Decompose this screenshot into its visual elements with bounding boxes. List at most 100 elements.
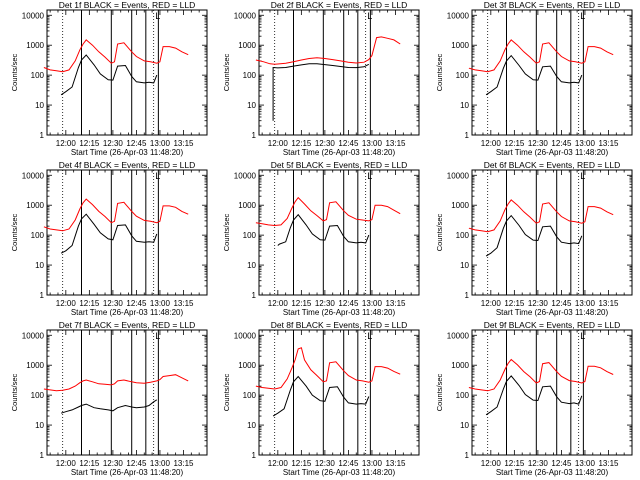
x-tick-label: 12:00 [481, 299, 502, 308]
y-tick-label: 1000 [451, 201, 469, 210]
plot-frame [471, 9, 633, 136]
x-tick-label: 13:15 [598, 299, 619, 308]
y-tick-label: 10000 [447, 171, 470, 180]
detector-panel: 1 10 100 1000 10000 12:00 12:15 12:30 12:45 13:00… [10, 160, 208, 317]
y-tick-label: 1 [252, 451, 257, 460]
detector-panel: 1 10 100 1000 10000 12:00 12:15 12:30 12:45 13:00… [435, 320, 633, 477]
y-tick-label: 10 [460, 101, 469, 110]
panel-title: Det 7f BLACK = Events, RED = LLD [59, 320, 196, 330]
bracket-marker: L [155, 331, 160, 341]
y-tick-label: 1000 [26, 361, 44, 370]
x-tick-label: 13:00 [150, 459, 171, 468]
x-tick-label: 13:15 [385, 299, 406, 308]
x-tick-label: 13:00 [575, 139, 596, 148]
x-axis-label: Start Time (26-Apr-03 11:48:20) [71, 148, 184, 157]
x-tick-label: 12:45 [338, 459, 359, 468]
y-tick-label: 10000 [234, 11, 257, 20]
y-tick-label: 1 [465, 131, 470, 140]
x-tick-label: 13:00 [362, 139, 383, 148]
panel-title: Det 8f BLACK = Events, RED = LLD [271, 320, 408, 330]
y-axis-label: Counts/sec [222, 373, 231, 411]
y-tick-label: 10000 [22, 331, 45, 340]
y-axis-label: Counts/sec [10, 213, 19, 251]
x-tick-label: 12:45 [126, 459, 147, 468]
y-tick-label: 10 [247, 421, 256, 430]
y-tick-label: 10 [35, 101, 44, 110]
x-tick-label: 12:45 [551, 139, 572, 148]
bracket-marker: L [580, 11, 585, 21]
x-axis-label: Start Time (26-Apr-03 11:48:20) [496, 148, 609, 157]
detector-panel: 1 10 100 1000 10000 12:00 12:15 12:30 12:45 13:00… [222, 0, 420, 157]
y-tick-label: 100 [456, 231, 470, 240]
y-tick-label: 1 [465, 451, 470, 460]
x-tick-label: 12:00 [481, 459, 502, 468]
events-series-line [272, 63, 370, 121]
y-tick-label: 1000 [238, 201, 256, 210]
plot-frame [258, 329, 420, 456]
y-tick-label: 10000 [234, 331, 257, 340]
y-tick-label: 1 [252, 131, 257, 140]
bracket-marker: L [367, 171, 372, 181]
y-tick-label: 10000 [22, 11, 45, 20]
x-tick-label: 12:30 [103, 459, 124, 468]
x-tick-label: 12:15 [79, 459, 100, 468]
x-tick-label: 12:15 [504, 139, 525, 148]
x-tick-label: 12:00 [268, 459, 289, 468]
x-axis-label: Start Time (26-Apr-03 11:48:20) [283, 308, 396, 317]
y-tick-label: 1000 [451, 41, 469, 50]
plot-frame [46, 329, 208, 456]
y-tick-label: 100 [31, 231, 45, 240]
y-tick-label: 100 [243, 71, 257, 80]
y-tick-label: 1 [40, 451, 45, 460]
panel-title: Det 6f BLACK = Events, RED = LLD [484, 160, 621, 170]
y-tick-label: 100 [243, 231, 257, 240]
x-tick-label: 12:15 [504, 459, 525, 468]
y-axis-label: Counts/sec [435, 53, 444, 91]
y-tick-label: 10 [247, 101, 256, 110]
y-tick-label: 1 [465, 291, 470, 300]
y-tick-label: 1000 [451, 361, 469, 370]
x-tick-label: 12:00 [56, 459, 77, 468]
x-tick-label: 12:30 [103, 139, 124, 148]
y-tick-label: 10000 [447, 11, 470, 20]
plot-frame [471, 329, 633, 456]
panel-title: Det 1f BLACK = Events, RED = LLD [59, 0, 196, 10]
panel-title: Det 9f BLACK = Events, RED = LLD [484, 320, 621, 330]
plot-frame [258, 9, 420, 136]
x-tick-label: 12:30 [315, 139, 336, 148]
detector-panel: 1 10 100 1000 10000 12:00 12:15 12:30 12:45 13:00… [222, 320, 420, 477]
lld-series-line [468, 39, 614, 73]
y-axis-label: Counts/sec [222, 213, 231, 251]
bracket-marker: L [580, 171, 585, 181]
panel-title: Det 2f BLACK = Events, RED = LLD [271, 0, 408, 10]
x-tick-label: 13:00 [575, 299, 596, 308]
y-tick-label: 1 [40, 131, 45, 140]
lld-series-line [255, 347, 401, 390]
x-tick-label: 13:15 [173, 139, 194, 148]
y-tick-label: 1000 [238, 361, 256, 370]
x-axis-label: Start Time (26-Apr-03 11:48:20) [71, 308, 184, 317]
plot-frame [46, 9, 208, 136]
y-tick-label: 100 [31, 71, 45, 80]
events-series-line [272, 375, 370, 417]
x-tick-label: 13:15 [598, 459, 619, 468]
bracket-marker: L [367, 331, 372, 341]
x-tick-label: 12:15 [291, 299, 312, 308]
events-series-line [277, 213, 370, 246]
panel-title: Det 3f BLACK = Events, RED = LLD [484, 0, 621, 10]
x-tick-label: 12:30 [528, 139, 549, 148]
x-tick-label: 13:15 [173, 459, 194, 468]
y-tick-label: 10 [247, 261, 256, 270]
lld-series-line [43, 39, 189, 73]
x-tick-label: 12:45 [551, 299, 572, 308]
x-tick-label: 12:00 [56, 299, 77, 308]
x-tick-label: 12:45 [551, 459, 572, 468]
x-tick-label: 12:00 [481, 139, 502, 148]
x-axis-label: Start Time (26-Apr-03 11:48:20) [496, 468, 609, 477]
y-tick-label: 100 [31, 391, 45, 400]
y-tick-label: 1000 [238, 41, 256, 50]
lld-series-line [468, 199, 614, 233]
x-tick-label: 12:00 [268, 299, 289, 308]
x-tick-label: 12:00 [56, 139, 77, 148]
y-tick-label: 10000 [22, 171, 45, 180]
